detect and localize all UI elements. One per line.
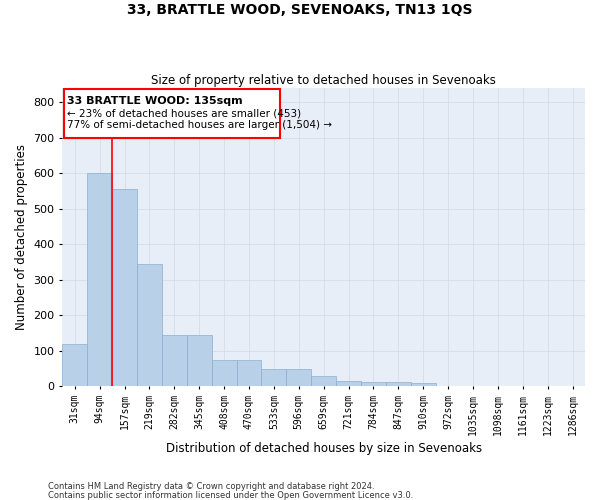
Text: Contains HM Land Registry data © Crown copyright and database right 2024.: Contains HM Land Registry data © Crown c… (48, 482, 374, 491)
Bar (137, 264, 162, 386)
X-axis label: Distribution of detached houses by size in Sevenoaks: Distribution of detached houses by size … (166, 442, 482, 455)
Bar (236, 360, 262, 386)
Bar (262, 368, 286, 386)
Bar (336, 381, 361, 386)
Text: 33, BRATTLE WOOD, SEVENOAKS, TN13 1QS: 33, BRATTLE WOOD, SEVENOAKS, TN13 1QS (127, 2, 473, 16)
Bar (212, 360, 236, 386)
Text: ← 23% of detached houses are smaller (453): ← 23% of detached houses are smaller (45… (67, 108, 301, 118)
Title: Size of property relative to detached houses in Sevenoaks: Size of property relative to detached ho… (151, 74, 496, 87)
Y-axis label: Number of detached properties: Number of detached properties (15, 144, 28, 330)
Bar (311, 376, 336, 386)
Bar (187, 335, 212, 386)
Bar (162, 335, 187, 386)
Bar (87, 174, 112, 386)
Bar (64, 89, 280, 138)
Text: Contains public sector information licensed under the Open Government Licence v3: Contains public sector information licen… (48, 490, 413, 500)
Bar (62, 344, 87, 386)
Text: 77% of semi-detached houses are larger (1,504) →: 77% of semi-detached houses are larger (… (67, 120, 332, 130)
Bar (361, 382, 386, 386)
Bar (411, 384, 436, 386)
Bar (112, 190, 137, 386)
Text: 33 BRATTLE WOOD: 135sqm: 33 BRATTLE WOOD: 135sqm (67, 96, 243, 106)
Bar (386, 382, 411, 386)
Bar (286, 368, 311, 386)
